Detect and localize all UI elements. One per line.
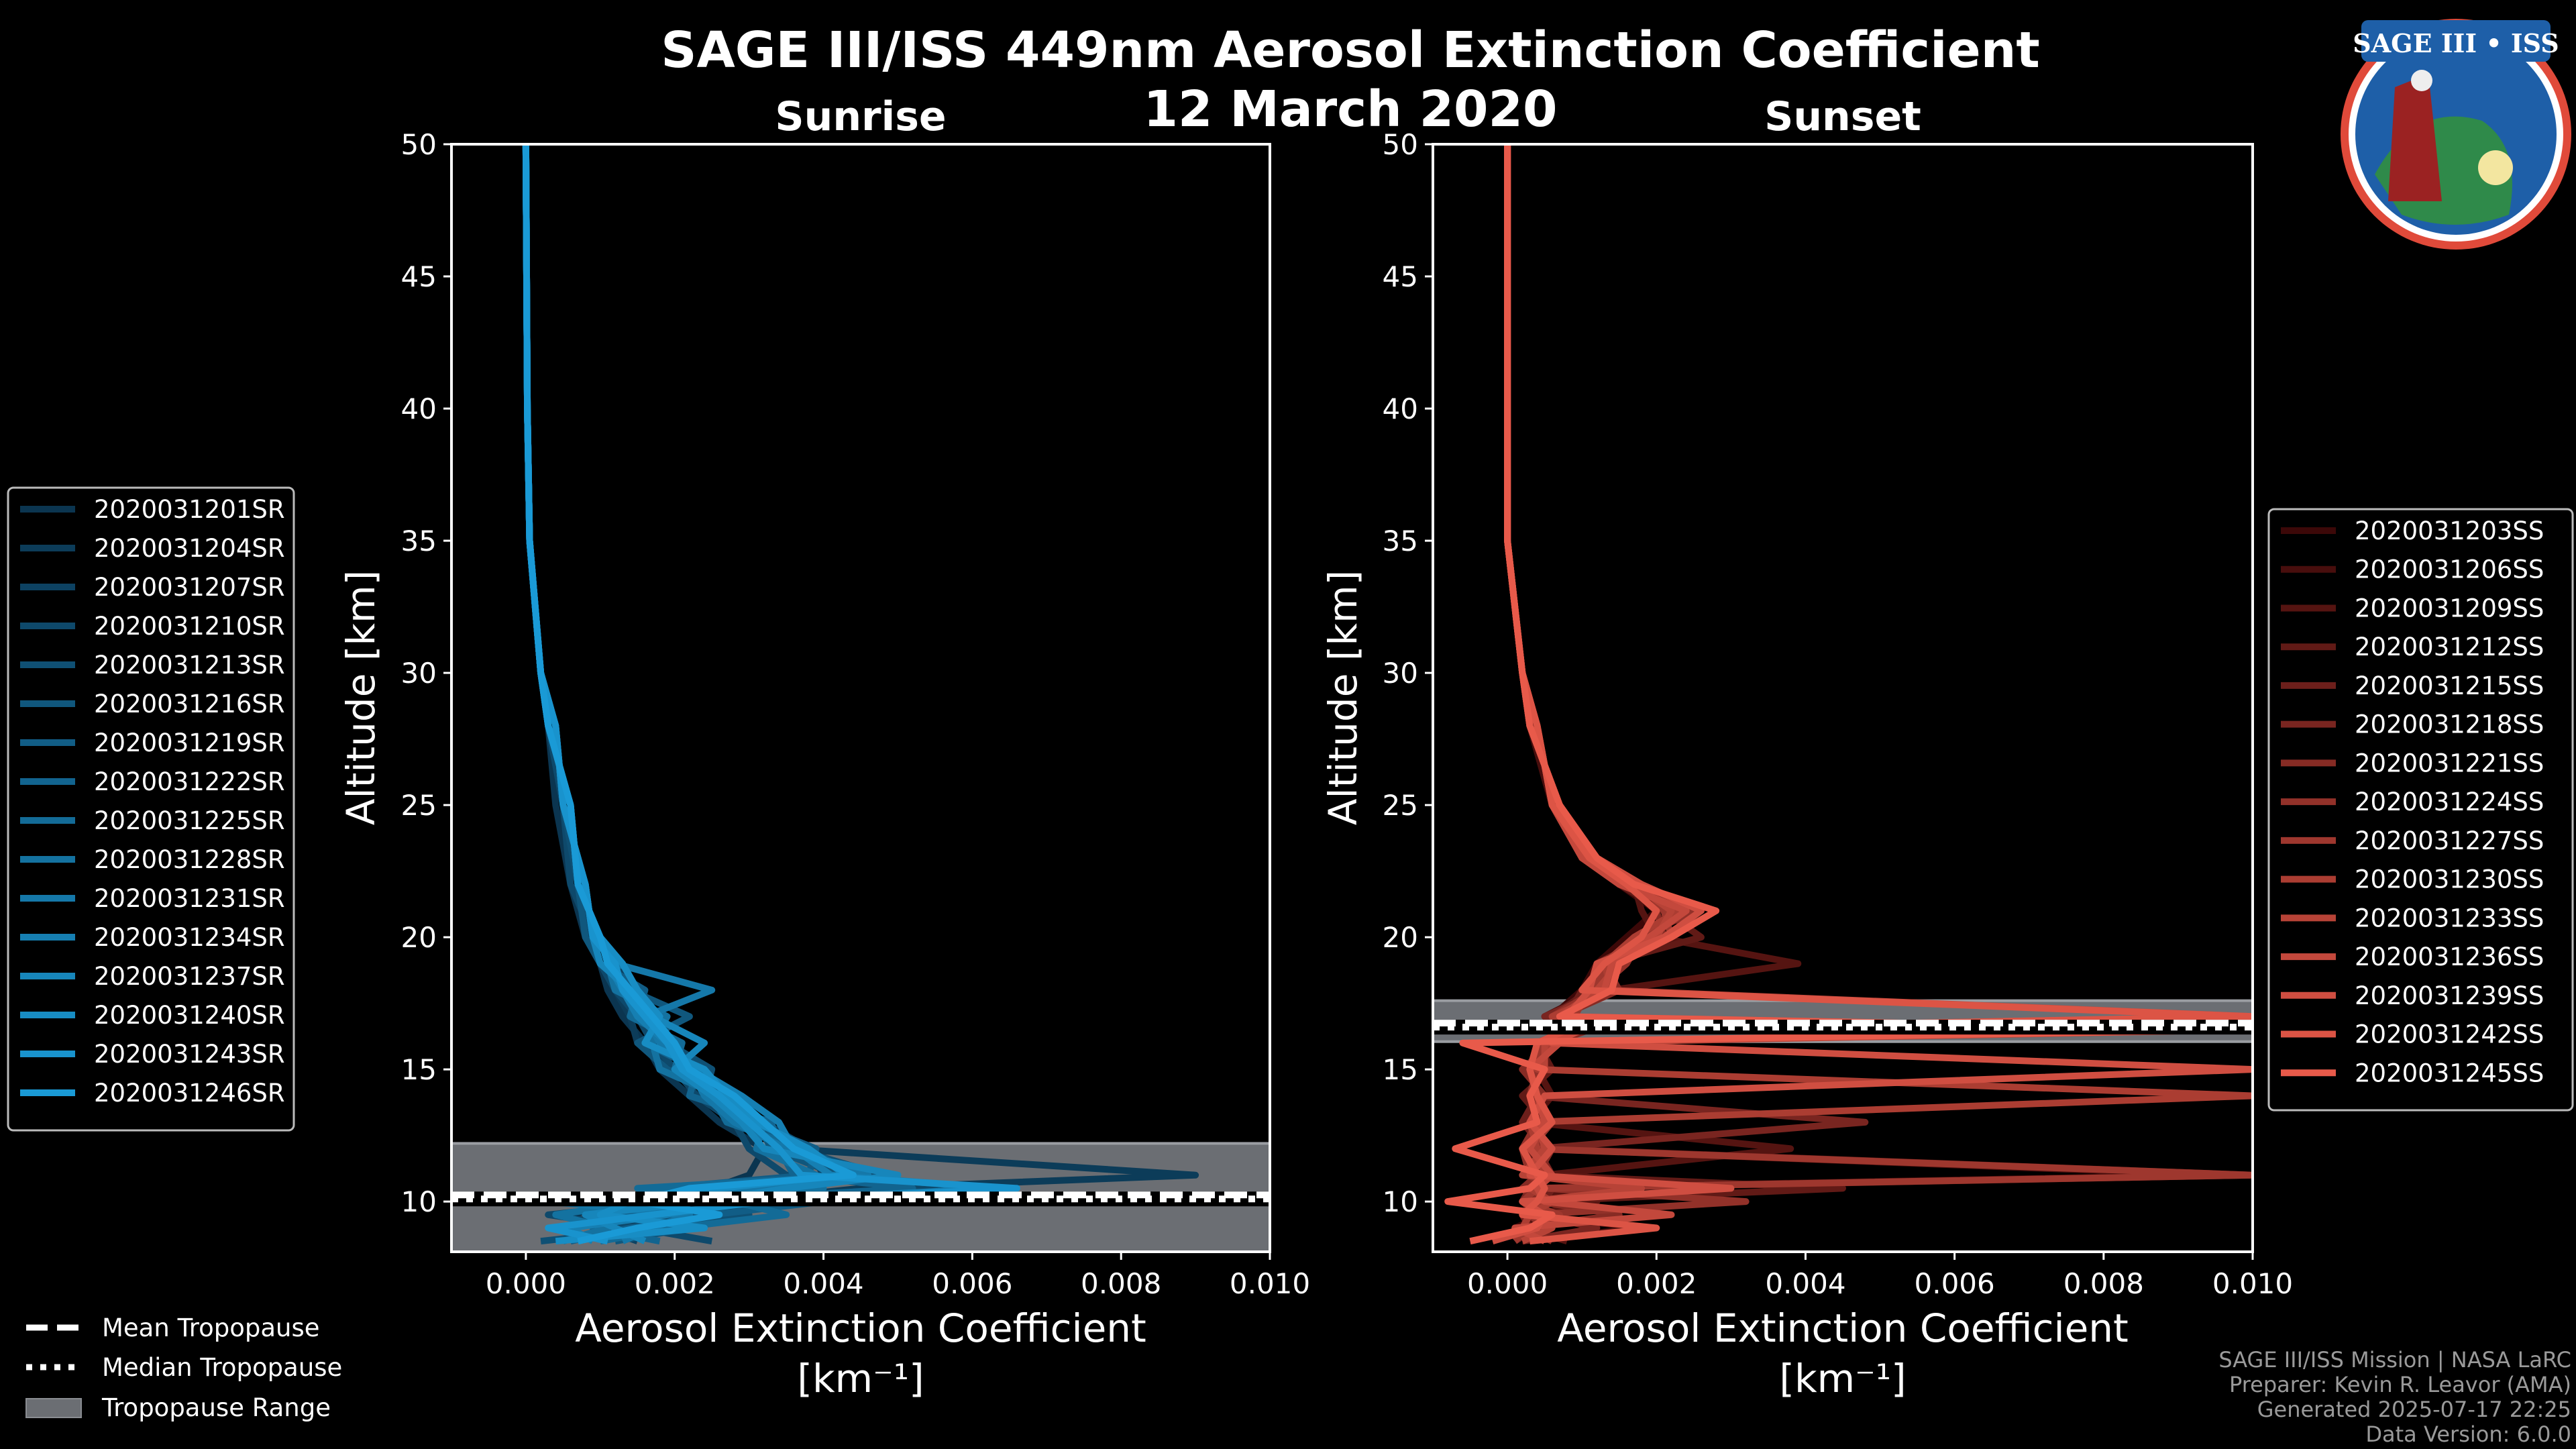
y-tick-label: 10	[1383, 1185, 1418, 1218]
x-tick-label: 0.010	[2212, 1267, 2293, 1300]
y-tick-label: 40	[1383, 392, 1418, 425]
legend-entry-2020031242SS: 2020031242SS	[2355, 1020, 2544, 1049]
sunrise-legend: 2020031201SR 2020031204SR 2020031207SR 2020…	[7, 486, 295, 1132]
median-tropopause-label: Median Tropopause	[102, 1353, 342, 1382]
plot-area	[1433, 144, 2253, 1245]
sunset-panel: 10 15 20 25 30 35 40 45 50 0.000 0.002 0.004 0.006 0.…	[1383, 128, 2294, 1300]
legend-entry-2020031204SR: 2020031204SR	[94, 534, 285, 563]
sunset-title: Sunset	[1764, 93, 1921, 140]
x-tick-label: 0.008	[1081, 1267, 1161, 1300]
footer-data-version: Data Version: 6.0.0	[2365, 1421, 2571, 1447]
legend-entry-2020031231SR: 2020031231SR	[94, 884, 285, 913]
x-tick-label: 0.006	[932, 1267, 1012, 1300]
legend-entry-2020031246SR: 2020031246SR	[94, 1079, 285, 1108]
sunrise-panel: 10 15 20 25 30 35 40 45 50 0.000 0.002 0.004 0.006 0.…	[401, 128, 1311, 1300]
tropopause-range-label: Tropopause Range	[101, 1393, 331, 1422]
footer-mission: SAGE III/ISS Mission | NASA LaRC	[2218, 1347, 2571, 1373]
legend-frame	[7, 486, 295, 1132]
x-tick-label: 0.006	[1915, 1267, 1995, 1300]
plot-area	[451, 144, 1270, 1252]
legend-entry-2020031222SR: 2020031222SR	[94, 767, 285, 796]
x-tick-label: 0.002	[635, 1267, 715, 1300]
y-tick-label: 20	[401, 921, 437, 954]
tropopause-range-swatch	[25, 1398, 82, 1418]
y-tick-label: 35	[401, 525, 437, 557]
sunset-legend: 2020031203SS 2020031206SS 2020031209SS 2020…	[2267, 508, 2574, 1112]
tropopause-legend: Mean Tropopause Median Tropopause Tropop…	[25, 1313, 342, 1422]
legend-entry-2020031206SS: 2020031206SS	[2355, 555, 2544, 584]
y-tick-label: 15	[401, 1053, 437, 1086]
y-tick-label: 25	[401, 789, 437, 822]
legend-entry-2020031203SS: 2020031203SS	[2355, 517, 2544, 545]
legend-entry-2020031240SR: 2020031240SR	[94, 1001, 285, 1030]
y-tick-label: 45	[401, 260, 437, 293]
legend-entry-2020031227SS: 2020031227SS	[2355, 826, 2544, 855]
legend-entry-2020031213SR: 2020031213SR	[94, 651, 285, 680]
y-tick-label: 40	[401, 392, 437, 425]
footer-generated: Generated 2025-07-17 22:25	[2257, 1397, 2571, 1422]
sunset-x-label: Aerosol Extinction Coefficient	[1557, 1305, 2129, 1351]
y-tick-label: 15	[1383, 1053, 1418, 1086]
legend-entry-2020031243SR: 2020031243SR	[94, 1040, 285, 1069]
x-tick-label: 0.004	[783, 1267, 863, 1300]
y-tick-label: 35	[1383, 525, 1418, 557]
legend-entry-2020031216SR: 2020031216SR	[94, 690, 285, 718]
legend-entry-2020031207SR: 2020031207SR	[94, 573, 285, 602]
legend-entry-2020031225SR: 2020031225SR	[94, 806, 285, 835]
legend-entry-2020031237SR: 2020031237SR	[94, 962, 285, 991]
figure-date: 12 March 2020	[1143, 80, 1557, 138]
sage-iii-iss-logo: SAGE III • ISS	[2341, 19, 2571, 250]
footer-credits: SAGE III/ISS Mission | NASA LaRC Prepare…	[2218, 1347, 2571, 1447]
legend-entry-2020031212SS: 2020031212SS	[2355, 633, 2544, 661]
legend-entry-2020031230SS: 2020031230SS	[2355, 865, 2544, 894]
legend-entry-2020031215SS: 2020031215SS	[2355, 672, 2544, 700]
footer-preparer: Preparer: Kevin R. Leavor (AMA)	[2229, 1372, 2571, 1397]
x-tick-label: 0.004	[1765, 1267, 1845, 1300]
legend-entry-2020031218SS: 2020031218SS	[2355, 710, 2544, 739]
y-tick-label: 30	[401, 657, 437, 690]
x-tick-label: 0.008	[2063, 1267, 2144, 1300]
legend-entry-2020031219SR: 2020031219SR	[94, 729, 285, 757]
legend-entry-2020031239SS: 2020031239SS	[2355, 981, 2544, 1010]
sunrise-y-label: Altitude [km]	[338, 570, 384, 825]
y-tick-label: 30	[1383, 657, 1418, 690]
sunrise-x-label: Aerosol Extinction Coefficient	[575, 1305, 1146, 1351]
y-tick-label: 50	[1383, 128, 1418, 161]
legend-entry-2020031228SR: 2020031228SR	[94, 845, 285, 874]
legend-entry-2020031201SR: 2020031201SR	[94, 495, 285, 524]
legend-entry-2020031236SS: 2020031236SS	[2355, 943, 2544, 971]
sunrise-x-unit: [km⁻¹]	[797, 1356, 924, 1401]
legend-frame	[2267, 508, 2574, 1112]
y-tick-label: 25	[1383, 789, 1418, 822]
x-tick-label: 0.010	[1230, 1267, 1310, 1300]
sunrise-title: Sunrise	[775, 93, 946, 140]
sunset-y-label: Altitude [km]	[1320, 570, 1366, 825]
legend-entry-2020031210SR: 2020031210SR	[94, 612, 285, 641]
figure-title: SAGE III/ISS 449nm Aerosol Extinction Co…	[661, 21, 2040, 79]
legend-entry-2020031234SR: 2020031234SR	[94, 923, 285, 952]
legend-entry-2020031233SS: 2020031233SS	[2355, 904, 2544, 932]
y-tick-label: 10	[401, 1185, 437, 1218]
axes-frame	[1432, 143, 2254, 1253]
legend-entry-2020031221SS: 2020031221SS	[2355, 749, 2544, 777]
legend-entry-2020031209SS: 2020031209SS	[2355, 594, 2544, 623]
axes-frame	[450, 143, 1271, 1253]
legend-entry-2020031224SS: 2020031224SS	[2355, 788, 2544, 816]
x-tick-label: 0.000	[1467, 1267, 1548, 1300]
y-tick-label: 20	[1383, 921, 1418, 954]
x-tick-label: 0.000	[486, 1267, 566, 1300]
y-tick-label: 45	[1383, 260, 1418, 293]
logo-text: SAGE III • ISS	[2353, 28, 2559, 58]
mean-tropopause-label: Mean Tropopause	[102, 1313, 320, 1342]
x-tick-label: 0.002	[1616, 1267, 1697, 1300]
y-tick-label: 50	[401, 128, 437, 161]
sunset-x-unit: [km⁻¹]	[1779, 1356, 1906, 1401]
legend-entry-2020031245SS: 2020031245SS	[2355, 1059, 2544, 1087]
